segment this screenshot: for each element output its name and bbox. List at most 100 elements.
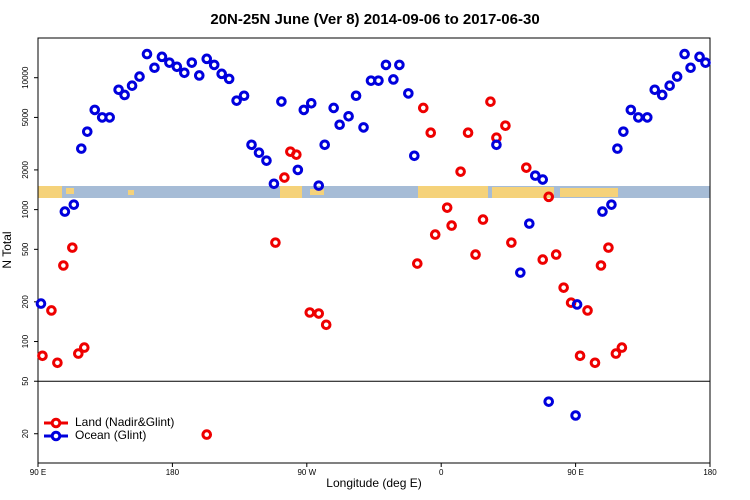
point [597,206,608,217]
point [149,62,160,74]
point [543,396,555,407]
point [298,104,310,116]
y-tick-label: 50 [21,376,30,385]
point [625,104,637,116]
point [253,147,265,159]
point [279,172,290,183]
y-axis-label: N Total [0,231,14,268]
point [59,206,71,217]
point [641,112,653,123]
point [231,95,242,106]
point [156,51,168,63]
point [550,249,562,260]
x-tick-label: 90 E [567,468,583,477]
point [104,112,115,123]
point [610,348,622,359]
point [81,126,93,137]
point [671,71,683,82]
point [656,89,668,101]
point [113,84,124,96]
x-axis-label: Longitude (deg E) [326,476,421,490]
point [141,48,153,60]
point [700,57,711,68]
point [425,127,437,138]
x-tick-label: 180 [166,468,180,477]
plot-frame [37,37,711,464]
point [455,166,466,177]
point [276,96,287,107]
point [201,429,213,440]
x-tick-label: 90 W [297,468,316,477]
point [320,319,332,331]
point [477,214,489,225]
point [618,126,629,137]
point [304,307,316,318]
point [446,220,457,231]
point [328,102,339,114]
point [694,51,705,63]
point [171,61,183,73]
y-tick-label: 5000 [21,108,30,126]
point [223,73,235,85]
point [246,139,257,151]
point [570,410,581,421]
y-tick-label: 20 [21,429,30,438]
point [616,342,628,353]
point [412,258,423,269]
y-tick-label: 10000 [21,66,30,89]
point [261,155,272,166]
point [208,59,220,71]
point [186,57,198,68]
point [373,75,384,86]
point [216,68,227,80]
point [76,143,87,154]
point [685,62,696,74]
point [268,178,280,190]
point [612,143,623,154]
point [201,53,213,65]
point [537,254,549,265]
point [429,229,441,240]
point [350,90,362,102]
legend-marker [50,430,62,442]
point [571,299,583,310]
point [343,110,354,122]
point [68,199,80,210]
point [394,59,405,71]
point [164,57,175,68]
point [485,96,496,107]
point [403,88,414,99]
point [515,267,526,278]
point [500,120,511,131]
point [558,282,569,293]
point [313,180,325,191]
point [462,127,474,138]
point [73,348,84,359]
point [649,84,661,96]
y-tick-label: 2000 [21,160,30,178]
point [46,305,57,316]
point [537,174,549,185]
y-tick-label: 200 [21,295,30,309]
point [606,199,617,210]
y-tick-label: 1000 [21,200,30,218]
point [78,342,90,353]
point [521,162,532,173]
chart-title: 20N-25N June (Ver 8) 2014-09-06 to 2017-… [210,11,539,28]
point [334,119,345,131]
map-strip [38,186,710,198]
point [193,70,205,81]
point [35,298,47,309]
legend-marker [50,417,62,429]
point [292,164,304,176]
point [543,191,555,203]
point [126,80,138,91]
point [470,249,481,260]
point [291,149,302,160]
point [58,260,69,271]
x-tick-label: 90 E [30,468,46,477]
point [388,74,399,85]
point [529,170,541,181]
legend-label: Land (Nadir&Glint) [75,415,174,429]
